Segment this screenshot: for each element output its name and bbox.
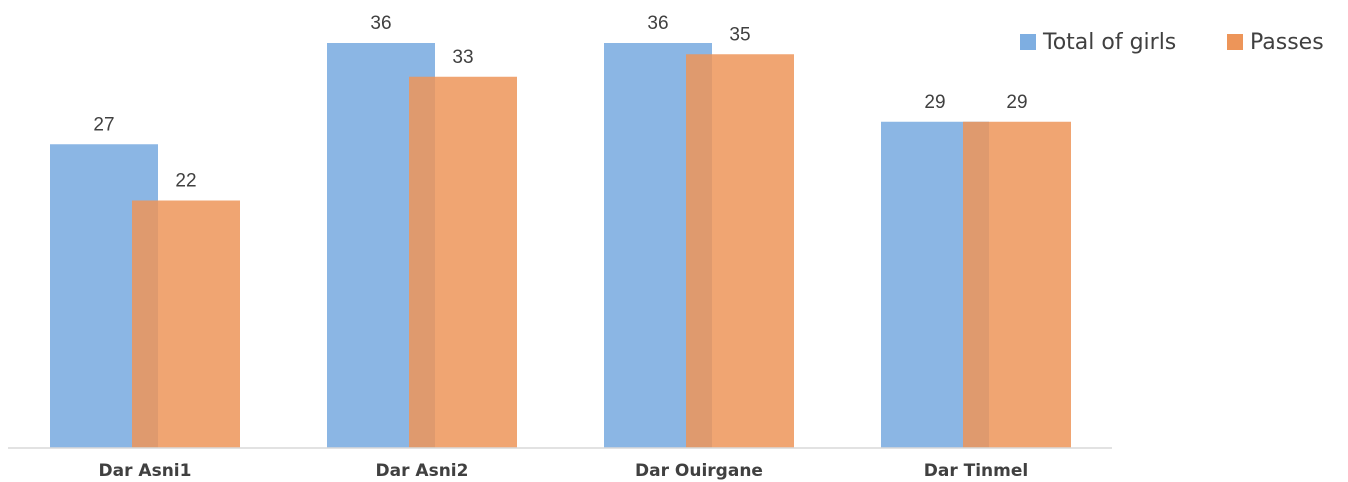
value-label-passes-dar-tinmel: 29 [1006,92,1027,113]
legend-swatch-total-of-girls [1020,34,1036,50]
legend-label-total-of-girls: Total of girls [1042,30,1176,55]
bars-group [50,43,1071,448]
value-label-passes-dar-asni1: 22 [175,171,196,192]
category-labels-group: Dar Asni1 Dar Asni2 Dar Ouirgane Dar Tinmel [99,461,1029,481]
category-label-dar-asni2: Dar Asni2 [376,461,469,481]
category-label-dar-ouirgane: Dar Ouirgane [635,461,763,481]
value-label-total-of-girls-dar-asni2: 36 [370,13,391,34]
legend: Total of girls Passes [1020,30,1324,55]
value-label-passes-dar-asni2: 33 [452,47,473,68]
value-label-total-of-girls-dar-ouirgane: 36 [647,13,668,34]
bar-passes-dar-tinmel [963,121,1071,448]
bar-passes-dar-asni2 [409,76,517,448]
legend-swatch-passes [1227,34,1243,50]
value-label-passes-dar-ouirgane: 35 [729,24,750,45]
legend-label-passes: Passes [1250,30,1324,55]
value-label-total-of-girls-dar-asni1: 27 [93,114,114,135]
value-labels-group: 27 22 36 33 36 35 29 29 [93,13,1027,192]
category-label-dar-asni1: Dar Asni1 [99,461,192,481]
category-label-dar-tinmel: Dar Tinmel [924,461,1028,481]
bar-passes-dar-asni1 [132,200,240,448]
value-label-total-of-girls-dar-tinmel: 29 [924,92,945,113]
bar-passes-dar-ouirgane [686,54,794,448]
